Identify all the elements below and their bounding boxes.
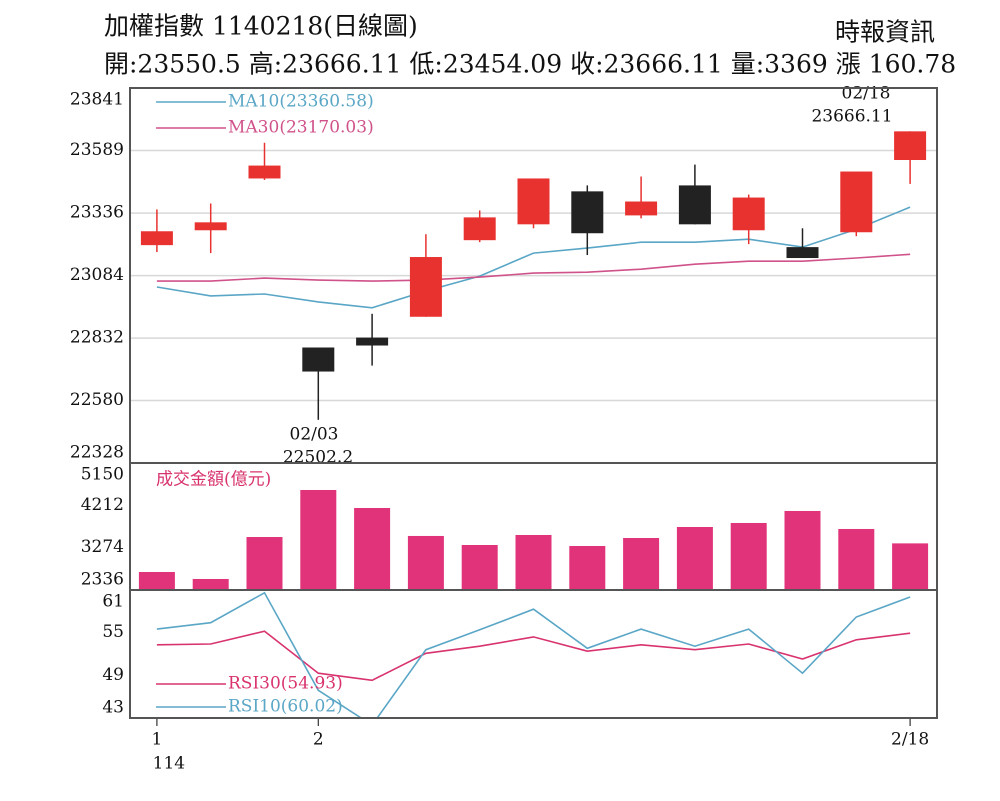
line: [156, 253, 911, 282]
y-tick-label: 23336: [70, 203, 124, 223]
y-tick-label: 22580: [70, 390, 124, 410]
y-tick-label: 49: [102, 665, 124, 685]
candle-body: [732, 197, 765, 231]
y-tick-label: 23589: [70, 140, 124, 160]
candle-body: [840, 171, 873, 233]
bar: [461, 545, 498, 590]
x-tick-label: 2: [313, 730, 324, 750]
candle-body: [248, 165, 281, 179]
legend-label: MA30(23170.03): [228, 118, 374, 138]
candle-body: [409, 257, 442, 317]
bar: [892, 543, 929, 590]
x-tick-label: 2/18: [891, 730, 929, 750]
y-tick-label: 4212: [81, 495, 124, 515]
candle-body: [356, 337, 389, 346]
y-tick-label: 55: [102, 622, 124, 642]
y-tick-label: 61: [102, 592, 124, 612]
bar: [300, 489, 337, 590]
x-sublabel: 114: [153, 754, 185, 774]
bar: [407, 535, 444, 590]
annotation-date: 02/03: [290, 425, 339, 445]
annotation-date: 02/18: [842, 84, 891, 104]
candle-body: [302, 347, 335, 372]
line: [156, 591, 911, 718]
plot-area: [156, 591, 911, 718]
y-tick-label: 3274: [81, 537, 124, 557]
source: 時報資訊: [835, 18, 935, 47]
chart-title: 加權指數 1140218(日線圖): [104, 12, 418, 41]
quote-line: 開:23550.5 高:23666.11 低:23454.09 收:23666.…: [104, 50, 956, 79]
candle-body: [571, 191, 604, 234]
x-tick-label: 1: [151, 730, 162, 750]
bar: [730, 522, 767, 590]
bar: [569, 545, 606, 590]
bar: [246, 537, 283, 590]
bar: [838, 528, 875, 590]
y-tick-label: 5150: [81, 465, 124, 485]
bar: [676, 526, 713, 590]
y-tick-label: 23084: [70, 265, 124, 285]
y-tick-label: 43: [102, 698, 124, 718]
annotation-value: 23666.11: [811, 107, 892, 127]
bar: [623, 538, 660, 590]
plot-area: [140, 131, 927, 420]
candle-body: [140, 231, 173, 246]
y-tick-label: 2336: [81, 570, 124, 590]
legend-label: RSI30(54.93): [228, 674, 343, 694]
candle-body: [678, 185, 711, 225]
candle-body: [894, 131, 927, 161]
bar: [784, 510, 821, 590]
bar: [192, 578, 229, 590]
candle-body: [625, 201, 658, 216]
candle-body: [517, 178, 550, 225]
y-tick-label: 22328: [70, 443, 124, 463]
y-tick-label: 22832: [70, 328, 124, 348]
candle-body: [463, 217, 496, 241]
annotation-value: 22502.2: [283, 448, 353, 468]
candle-body: [786, 247, 819, 259]
legend-label: RSI10(60.02): [228, 697, 343, 717]
frame: [129, 87, 938, 719]
line: [156, 206, 911, 309]
line: [156, 630, 911, 682]
legend-label: MA10(23360.58): [228, 92, 374, 112]
candle-body: [194, 222, 227, 231]
y-tick-label: 23841: [70, 90, 124, 110]
bar: [138, 571, 175, 590]
bar: [515, 534, 552, 590]
panel-title: 成交金額(億元): [156, 470, 271, 490]
bar: [354, 507, 391, 590]
plot-area: [138, 489, 929, 590]
